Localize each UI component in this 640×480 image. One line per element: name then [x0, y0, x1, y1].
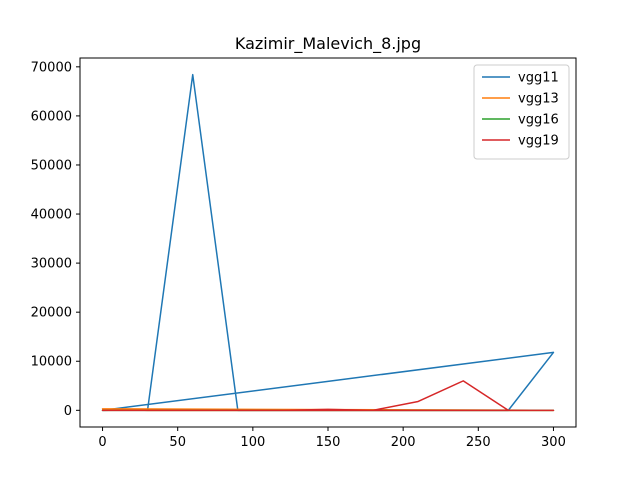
x-tick-label: 50	[169, 435, 186, 450]
legend-label-vgg16: vgg16	[518, 113, 559, 128]
x-tick-label: 300	[541, 435, 566, 450]
x-tick-label: 250	[466, 435, 491, 450]
legend-box	[473, 64, 570, 160]
y-tick-label: 40000	[31, 208, 72, 223]
x-tick-label: 0	[98, 435, 106, 450]
y-tick-label: 30000	[31, 257, 72, 272]
series-line-vgg19	[101, 380, 555, 412]
y-tick-label: 0	[64, 404, 72, 419]
y-tick-label: 10000	[31, 355, 72, 370]
legend: vgg11 vgg13 vgg16 vgg19	[473, 64, 570, 160]
x-tick-label: 200	[391, 435, 416, 450]
y-axis: 0 10000 20000 30000 40000 50000 60000 70000	[31, 60, 80, 419]
chart-title: Kazimir_Malevich_8.jpg	[235, 34, 421, 54]
x-tick-label: 100	[240, 435, 265, 450]
y-tick-label: 20000	[31, 306, 72, 321]
x-tick-label: 150	[316, 435, 341, 450]
y-tick-label: 50000	[31, 158, 72, 173]
legend-label-vgg13: vgg13	[518, 92, 559, 107]
legend-label-vgg19: vgg19	[518, 134, 559, 149]
plot-series	[101, 73, 555, 412]
y-tick-label: 70000	[31, 60, 72, 75]
y-tick-label: 60000	[31, 109, 72, 124]
x-axis: 0 50 100 150 200 250 300	[98, 427, 566, 450]
legend-label-vgg11: vgg11	[518, 71, 559, 86]
